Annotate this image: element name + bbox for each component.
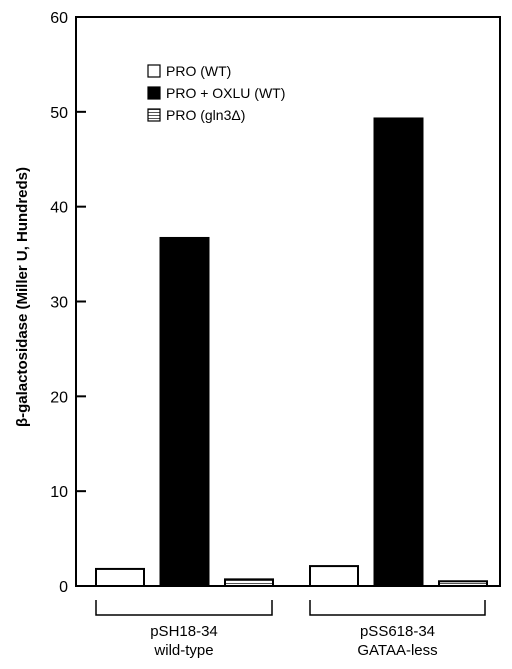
group-label-line1: pSH18-34 [150,623,218,640]
y-tick-label: 20 [50,389,68,406]
legend-label: PRO (WT) [166,63,231,79]
group-label-line1: pSS618-34 [360,623,435,640]
legend-label: PRO + OXLU (WT) [166,85,285,101]
y-tick-label: 50 [50,105,68,122]
y-tick-label: 40 [50,200,68,217]
legend-swatch [147,108,161,122]
y-axis: 0 10 20 30 40 50 60 [50,10,86,596]
group-label-line2: wild-type [153,642,213,659]
bar-0-1 [159,236,210,587]
y-tick-label: 0 [59,579,68,596]
group-bracket [309,600,486,616]
y-axis-label: β-galactosidase (Miller U, Hundreds) [14,167,31,427]
plot-frame [75,16,501,587]
bar-1-2 [438,580,488,588]
legend: PRO (WT) PRO + OXLU (WT) PRO (gln3Δ) [147,63,285,123]
bar-1-1 [373,117,424,587]
category-groups: pSH18-34 wild-type pSS618-34 GATAA-less [95,600,486,659]
bar-1-0 [309,565,359,588]
group-label-line2: GATAA-less [357,642,437,659]
bars [95,117,488,588]
bar-0-2 [224,578,274,588]
legend-swatch [147,64,161,78]
legend-swatch [147,86,161,100]
y-tick-label: 10 [50,484,68,501]
group-bracket [95,600,273,616]
legend-label: PRO (gln3Δ) [166,107,245,123]
y-tick-label: 30 [50,295,68,312]
y-tick-label: 60 [50,10,68,27]
bar-0-0 [95,567,145,587]
